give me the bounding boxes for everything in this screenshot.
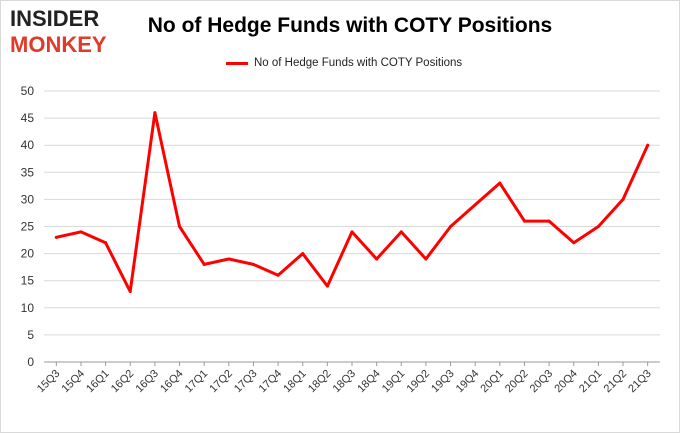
x-tick-label: 16Q4 [158,368,186,396]
x-tick-label: 18Q2 [306,368,334,396]
x-axis: 15Q315Q416Q116Q216Q316Q417Q117Q217Q317Q4… [35,361,660,396]
y-axis: 0 5 10 15 20 25 30 35 40 45 50 [21,84,35,369]
x-tick-label: 16Q1 [84,368,112,396]
x-tick-label: 19Q1 [380,368,408,396]
x-tick-label: 19Q3 [429,368,457,396]
data-point [251,262,255,266]
data-point [79,230,83,234]
y-tick-label: 25 [21,220,35,234]
data-point [473,203,477,207]
data-point [104,241,108,245]
y-tick-label: 40 [21,138,35,152]
data-point [202,262,206,266]
x-tick-label: 19Q2 [405,368,433,396]
data-point [350,230,354,234]
legend-label: No of Hedge Funds with COTY Positions [254,57,463,69]
x-tick-label: 17Q1 [183,368,211,396]
insider-monkey-logo: INSIDER MONKEY [10,6,107,57]
data-point [153,111,157,115]
data-point [621,197,625,201]
x-tick-label: 20Q1 [478,368,506,396]
series-line [54,111,650,293]
data-point [498,181,502,185]
legend: No of Hedge Funds with COTY Positions [226,55,462,71]
data-point [572,241,576,245]
x-tick-label: 20Q4 [552,368,580,396]
x-tick-label: 21Q2 [602,368,630,396]
data-point [522,219,526,223]
grid-lines [44,90,660,363]
y-tick-label: 0 [27,355,34,369]
x-tick-label: 21Q3 [626,368,654,396]
x-tick-label: 19Q4 [454,368,482,396]
data-point [325,284,329,288]
y-tick-label: 15 [21,274,35,288]
y-tick-label: 50 [21,84,35,98]
data-point [547,219,551,223]
x-tick-label: 20Q3 [528,368,556,396]
x-tick-label: 16Q3 [133,368,161,396]
y-tick-label: 35 [21,165,35,179]
x-tick-label: 17Q4 [257,368,285,396]
data-point [276,273,280,277]
x-tick-label: 20Q2 [503,368,531,396]
data-point [375,257,379,261]
x-tick-label: 21Q1 [577,368,605,396]
data-point [399,230,403,234]
logo-line1: INSIDER [10,6,99,31]
data-point [178,225,182,228]
data-point [301,252,305,256]
x-tick-label: 18Q4 [355,368,383,396]
data-point [424,257,428,261]
data-point [227,257,231,261]
x-tick-label: 18Q1 [281,368,309,396]
y-tick-label: 45 [21,111,35,125]
x-tick-label: 18Q3 [331,368,359,396]
data-point [449,225,453,228]
data-point [128,290,132,294]
data-point [596,225,600,228]
legend-swatch [226,61,248,65]
series-layer [54,111,650,294]
x-tick-label: 15Q3 [35,368,63,396]
y-tick-label: 10 [21,301,35,315]
y-tick-label: 30 [21,192,35,206]
x-tick-label: 17Q2 [207,368,235,396]
data-point [54,235,58,239]
y-tick-label: 5 [27,328,34,342]
x-tick-label: 15Q4 [60,368,88,396]
data-point [646,143,650,147]
chart-title: No of Hedge Funds with COTY Positions [147,14,553,37]
x-tick-label: 17Q3 [232,368,260,396]
x-tick-label: 16Q2 [109,368,137,396]
y-tick-label: 20 [21,247,35,261]
logo-line2: MONKEY [10,32,107,57]
